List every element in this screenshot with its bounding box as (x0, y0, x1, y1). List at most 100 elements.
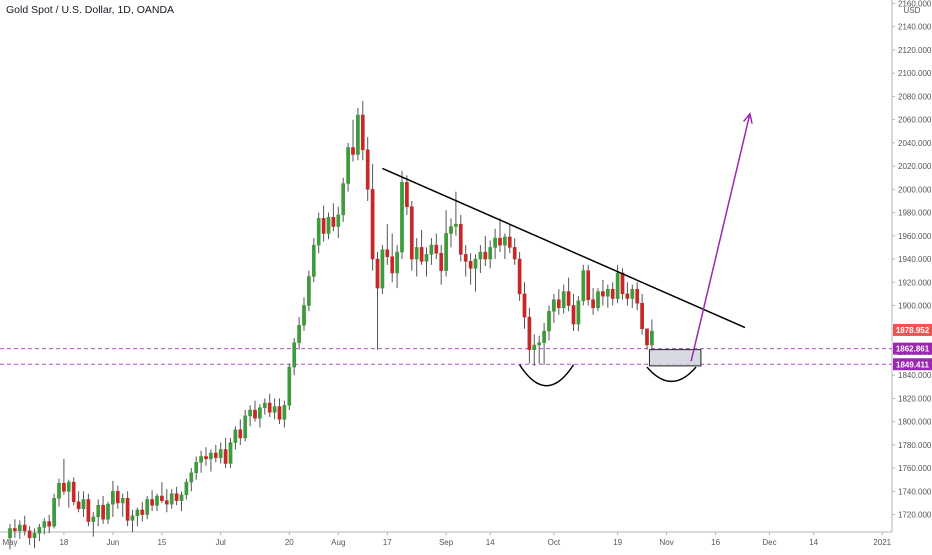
x-tick-label: Jun (106, 538, 119, 547)
candle-body (130, 515, 135, 521)
candle-body (209, 452, 213, 460)
x-tick-label: 16 (711, 538, 720, 547)
x-tick-label: Nov (659, 538, 673, 547)
candle-body (537, 342, 542, 346)
candle-body (488, 247, 493, 260)
x-tick-label: 14 (809, 538, 818, 547)
candle-body (356, 114, 360, 155)
candle-body (47, 521, 52, 527)
candle-body (8, 528, 12, 539)
candle-body (258, 407, 262, 419)
candle-body (253, 409, 257, 419)
candle-body (243, 415, 248, 439)
candle-body (439, 252, 444, 271)
candle-body (272, 406, 277, 413)
candle-body (233, 429, 238, 443)
candle-body (145, 499, 150, 515)
candle-body (615, 272, 620, 299)
candle-body (542, 330, 546, 343)
candle-body (86, 499, 91, 522)
candle-body (111, 491, 115, 505)
candle-body (395, 251, 399, 274)
candle-body (429, 244, 434, 255)
x-tick-label: Dec (762, 538, 776, 547)
candle-body (532, 344, 537, 350)
x-tick-label: 15 (157, 538, 166, 547)
candle-body (473, 258, 478, 269)
candle-body (458, 223, 463, 255)
pattern-arc (646, 366, 697, 382)
candle-body (635, 288, 640, 304)
candle-body (586, 270, 591, 300)
candle-body (630, 288, 635, 299)
x-tick-label: Aug (331, 538, 345, 547)
candle-body (292, 342, 297, 368)
y-tick-label: 2160.000 (898, 0, 932, 8)
candle-body (52, 498, 56, 527)
x-tick-label: 20 (285, 538, 294, 547)
candle-body (331, 216, 336, 227)
candle-body (115, 491, 120, 504)
candle-body (213, 452, 218, 458)
candle-body (522, 293, 527, 318)
candle-body (390, 256, 395, 274)
x-tick-label: 2021 (873, 538, 891, 547)
candle-body (311, 244, 316, 277)
candle-body (463, 254, 468, 262)
candle-body (581, 270, 586, 302)
candle-body (360, 114, 365, 151)
candle-body (483, 251, 488, 260)
y-tick-label: 1980.000 (898, 209, 932, 218)
x-tick-label: 14 (486, 538, 495, 547)
support-zone (648, 349, 702, 367)
y-tick-label: 2000.000 (898, 185, 932, 194)
candle-body (204, 456, 208, 460)
candle-body (498, 237, 502, 246)
price-label-box (893, 323, 932, 336)
candle-body (37, 527, 42, 534)
y-tick-label: 1900.000 (898, 301, 932, 310)
candle-body (380, 249, 385, 289)
candle-body (27, 530, 32, 539)
candle-body (552, 299, 556, 312)
candle-body (409, 206, 414, 260)
candle-body (493, 237, 497, 248)
candle-body (184, 481, 189, 496)
candle-body (434, 244, 439, 254)
y-tick-label: 1940.000 (898, 255, 932, 264)
candle-body (449, 226, 453, 234)
candle-body (503, 236, 507, 246)
chart-title: Gold Spot / U.S. Dollar, 1D, OANDA (6, 4, 175, 16)
candle-body (507, 236, 512, 248)
candle-body (351, 147, 355, 155)
candle-body (302, 305, 306, 326)
candle-body (297, 324, 301, 343)
candle-body (610, 288, 615, 299)
candle-body (326, 216, 331, 234)
price-label-box (893, 342, 932, 355)
candle-body (42, 521, 47, 528)
candle-body (576, 300, 581, 325)
candle-body (71, 481, 76, 503)
candle-body (527, 316, 532, 350)
candle-body (596, 291, 600, 309)
candle-body (140, 509, 145, 515)
candle-body (155, 495, 159, 506)
candle-body (645, 328, 649, 346)
candle-body (179, 494, 184, 501)
candle-body (91, 516, 96, 522)
candle-body (321, 218, 326, 234)
candle-body (556, 299, 561, 309)
candle-body (566, 291, 571, 306)
candle-body (218, 449, 223, 458)
candle-body (571, 305, 576, 325)
y-tick-label: 1800.000 (898, 418, 932, 427)
candle-body (76, 501, 81, 510)
candle-body (605, 288, 610, 297)
candle-body (277, 406, 282, 420)
candle-body (96, 505, 101, 518)
y-tick-label: 1740.000 (898, 487, 932, 496)
candle-body (512, 247, 517, 260)
